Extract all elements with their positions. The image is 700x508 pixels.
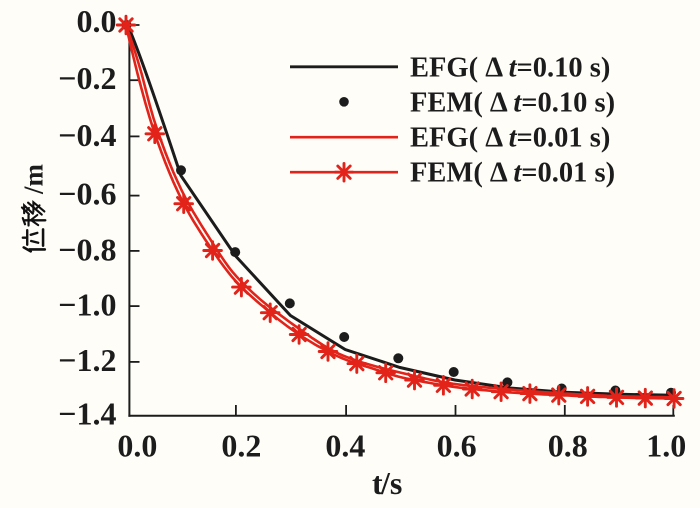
svg-text:EFG( Δ t=0.10 s): EFG( Δ t=0.10 s) [410, 52, 610, 83]
svg-text:FEM( Δ t=0.10 s): FEM( Δ t=0.10 s) [410, 87, 615, 118]
svg-text:−1.4: −1.4 [58, 395, 116, 431]
svg-text:0.8: 0.8 [548, 428, 588, 464]
svg-text:/m: /m [19, 163, 49, 195]
svg-text:−1.2: −1.2 [58, 342, 116, 378]
svg-text:1.0: 1.0 [646, 428, 686, 464]
svg-text:−0.4: −0.4 [58, 117, 116, 153]
svg-text:−0.8: −0.8 [58, 231, 116, 267]
svg-text:0.0: 0.0 [117, 428, 157, 464]
svg-text:0.4: 0.4 [325, 428, 365, 464]
svg-text:−1.0: −1.0 [58, 287, 116, 323]
svg-text:0.0: 0.0 [77, 3, 117, 39]
svg-text:0.2: 0.2 [221, 428, 261, 464]
svg-text:/s: /s [380, 465, 402, 501]
svg-text:FEM( Δ t=0.01 s): FEM( Δ t=0.01 s) [410, 158, 615, 189]
svg-text:EFG( Δ t=0.01 s): EFG( Δ t=0.01 s) [410, 123, 610, 154]
svg-text:−0.6: −0.6 [58, 176, 116, 212]
svg-text:−0.2: −0.2 [58, 60, 116, 96]
svg-text:t: t [372, 465, 383, 501]
svg-text:0.6: 0.6 [437, 428, 477, 464]
